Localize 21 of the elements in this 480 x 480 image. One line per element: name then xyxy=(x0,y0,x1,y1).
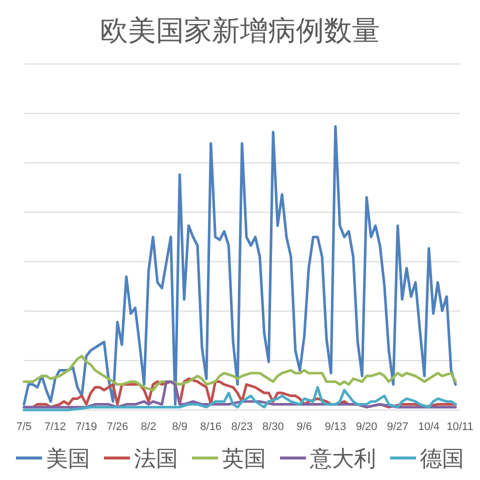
legend-label: 英国 xyxy=(222,446,266,471)
x-tick-label: 7/12 xyxy=(44,421,66,433)
x-tick-label: 8/30 xyxy=(262,421,284,433)
x-tick-label: 9/6 xyxy=(296,421,312,433)
legend-label: 美国 xyxy=(46,446,90,471)
chart-title: 欧美国家新增病例数量 xyxy=(100,15,380,46)
x-tick-label: 8/2 xyxy=(140,421,156,433)
x-tick-label: 9/20 xyxy=(356,421,378,433)
legend-label: 意大利 xyxy=(309,446,376,471)
x-tick-label: 9/27 xyxy=(387,421,408,433)
x-tick-label: 10/4 xyxy=(418,421,440,433)
x-tick-label: 7/19 xyxy=(76,421,97,433)
x-tick-label: 7/5 xyxy=(16,421,32,433)
x-tick-label: 7/26 xyxy=(106,421,128,433)
x-tick-label: 9/13 xyxy=(324,421,346,433)
x-tick-label: 10/11 xyxy=(446,421,474,433)
legend-label: 法国 xyxy=(134,446,178,471)
legend-label: 德国 xyxy=(420,446,464,471)
x-tick-label: 8/9 xyxy=(172,421,188,433)
x-tick-label: 8/23 xyxy=(231,421,253,433)
x-tick-label: 8/16 xyxy=(200,421,222,433)
